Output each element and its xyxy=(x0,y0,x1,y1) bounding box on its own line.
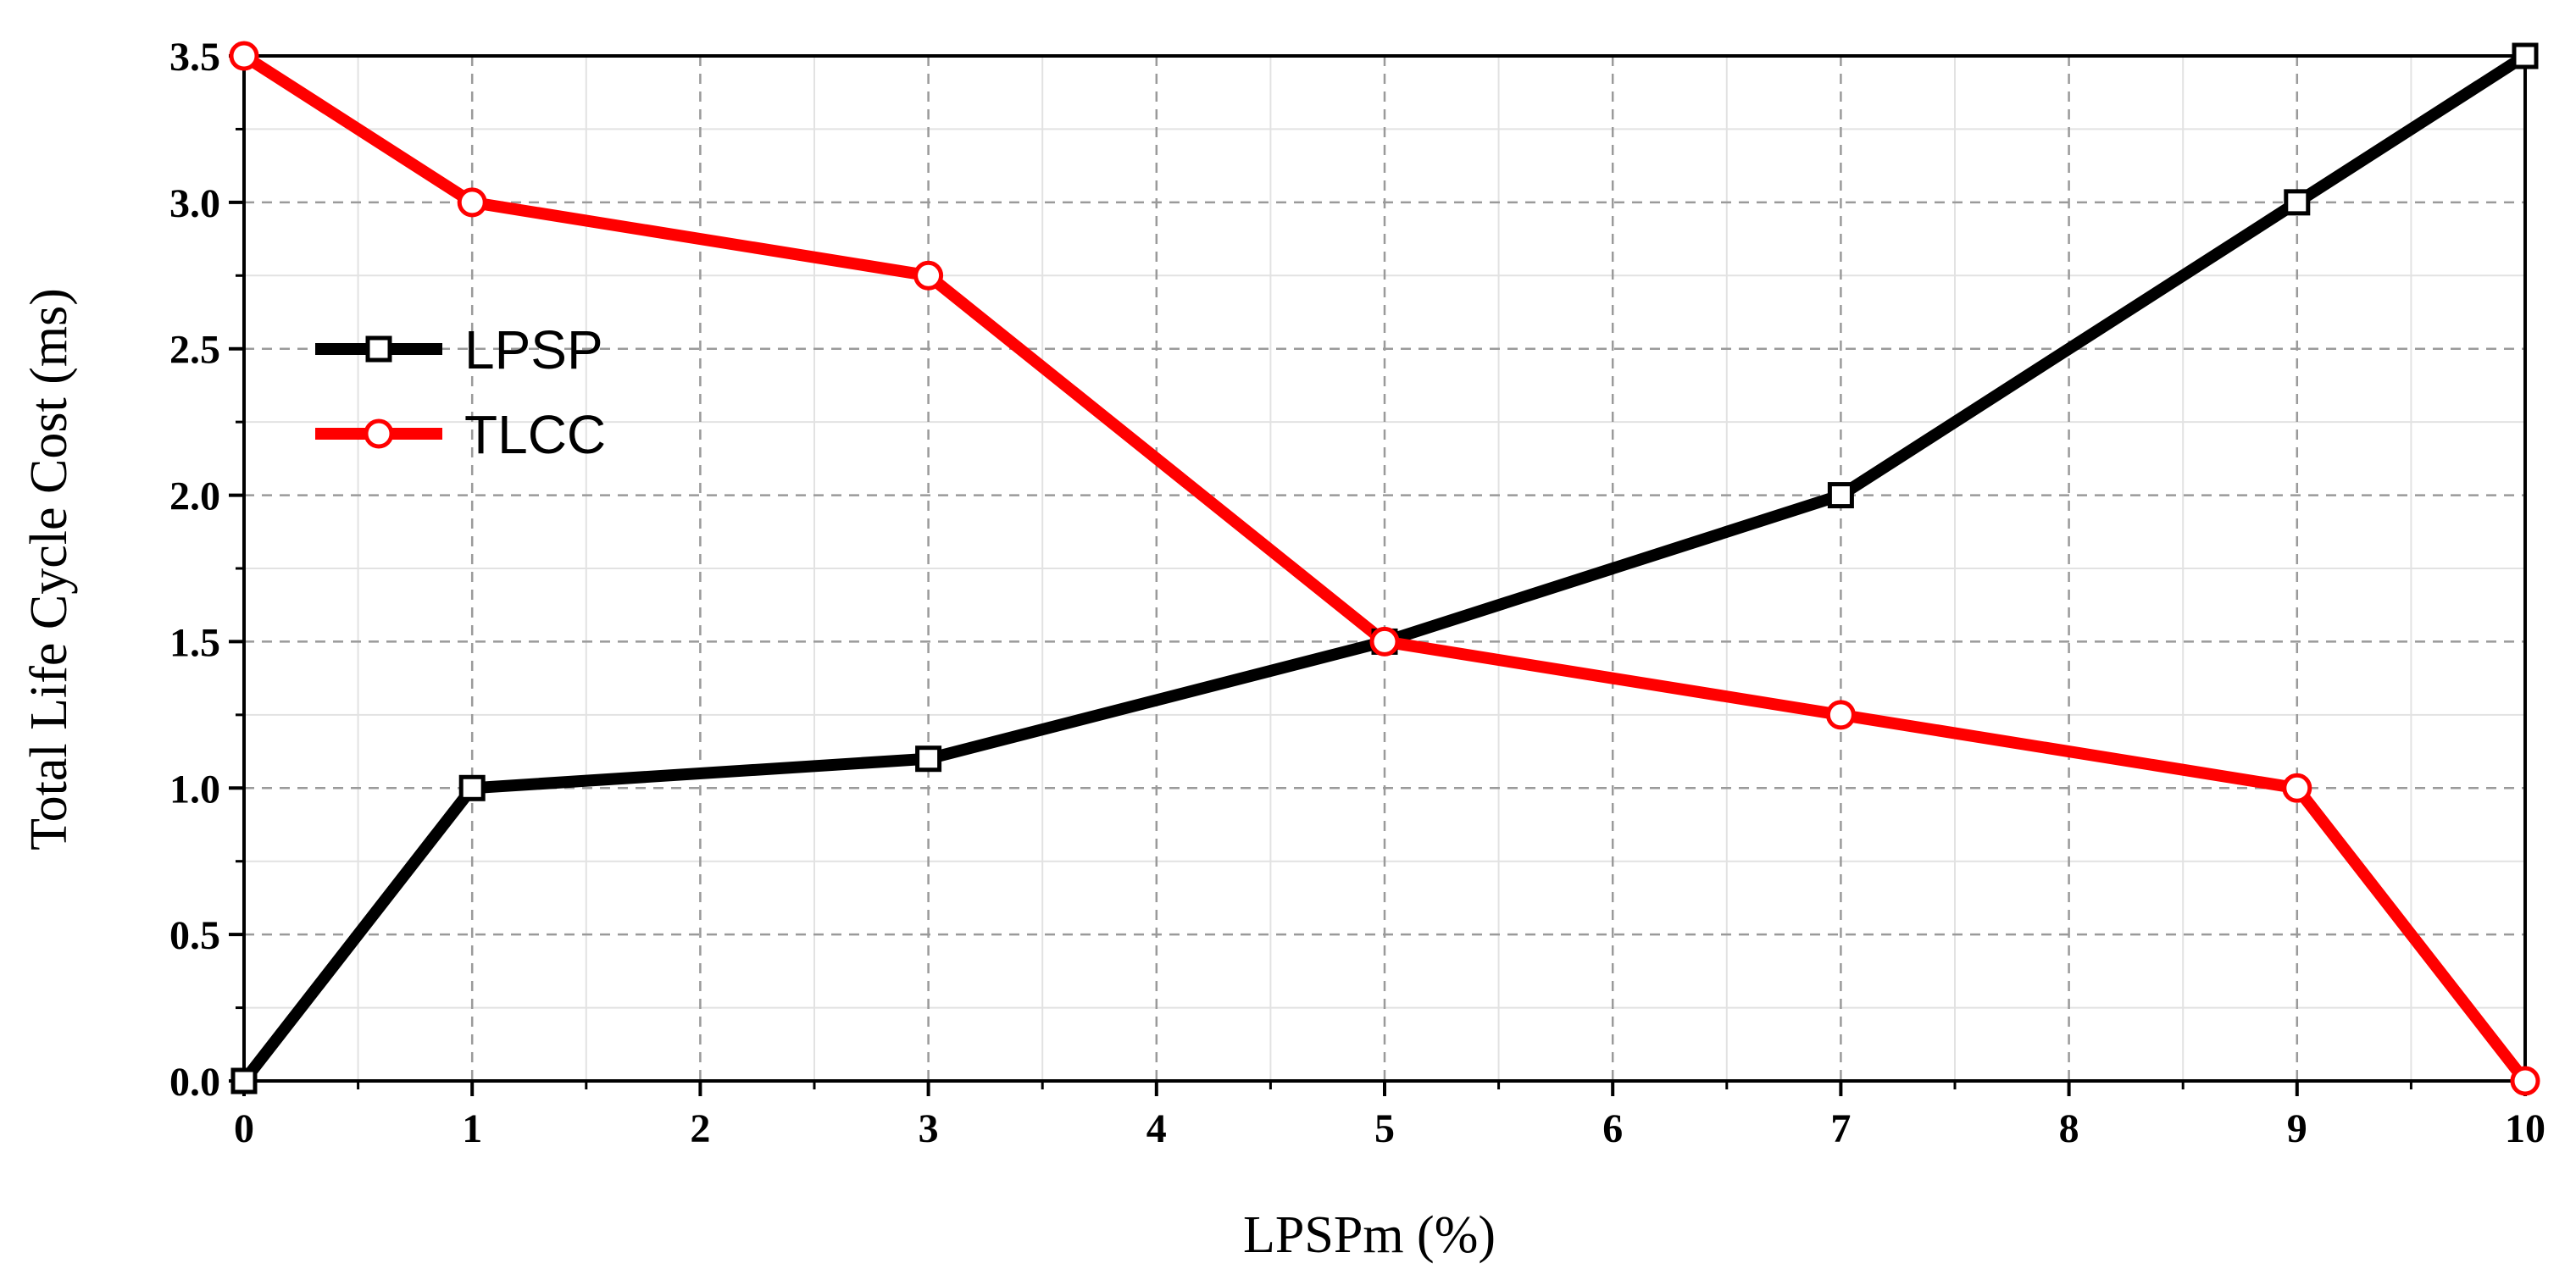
y-axis-title: Total Life Cycle Cost (ms) xyxy=(20,288,78,851)
x-tick-label: 7 xyxy=(1830,1106,1851,1151)
legend-label-tlcc: TLCC xyxy=(464,404,606,465)
x-tick-label: 6 xyxy=(1602,1106,1623,1151)
x-tick-label: 5 xyxy=(1374,1106,1395,1151)
legend-marker-tlcc xyxy=(364,418,394,449)
data-point-tlcc xyxy=(2510,1066,2540,1096)
y-tick-label: 0.5 xyxy=(169,913,220,958)
data-point-lpsp xyxy=(915,745,942,773)
data-point-tlcc xyxy=(229,41,259,71)
x-axis-title: LPSPm (%) xyxy=(1243,1206,1496,1264)
data-point-tlcc xyxy=(1825,700,1856,730)
x-tick-label: 2 xyxy=(690,1106,710,1151)
legend: LPSP TLCC xyxy=(315,319,606,465)
grid-layer xyxy=(244,56,2525,1081)
x-tick-label: 0 xyxy=(234,1106,254,1151)
data-point-tlcc xyxy=(1369,626,1400,657)
y-tick-label: 1.5 xyxy=(169,620,220,665)
x-tick-label: 8 xyxy=(2059,1106,2079,1151)
x-tick-label: 4 xyxy=(1146,1106,1167,1151)
data-point-lpsp xyxy=(458,774,486,801)
x-tick-label: 10 xyxy=(2505,1106,2545,1151)
data-point-lpsp xyxy=(2512,42,2539,69)
y-tick-label: 1.0 xyxy=(169,767,220,812)
y-tick-label: 2.5 xyxy=(169,328,220,373)
data-point-lpsp xyxy=(1827,482,1854,509)
data-point-tlcc xyxy=(457,187,487,218)
legend-label-lpsp: LPSP xyxy=(464,319,603,380)
data-point-tlcc xyxy=(913,260,944,291)
axes-layer: 0 1 2 3 4 5 6 7 8 9 10 0.0 0.5 1.0 1.5 2.0 2.5 3.0 3.5 xyxy=(169,35,2545,1151)
y-tick-label: 3.0 xyxy=(169,181,220,226)
data-point-lpsp xyxy=(230,1067,258,1094)
y-tick-label: 3.5 xyxy=(169,35,220,80)
x-tick-label: 9 xyxy=(2287,1106,2307,1151)
data-point-lpsp xyxy=(2284,189,2311,216)
y-tick-label: 0.0 xyxy=(169,1060,220,1105)
x-tick-label: 1 xyxy=(462,1106,482,1151)
series-layer xyxy=(229,41,2540,1096)
y-tick-label: 2.0 xyxy=(169,474,220,519)
legend-marker-lpsp xyxy=(365,335,392,363)
data-point-tlcc xyxy=(2282,773,2312,803)
x-tick-label: 3 xyxy=(919,1106,939,1151)
